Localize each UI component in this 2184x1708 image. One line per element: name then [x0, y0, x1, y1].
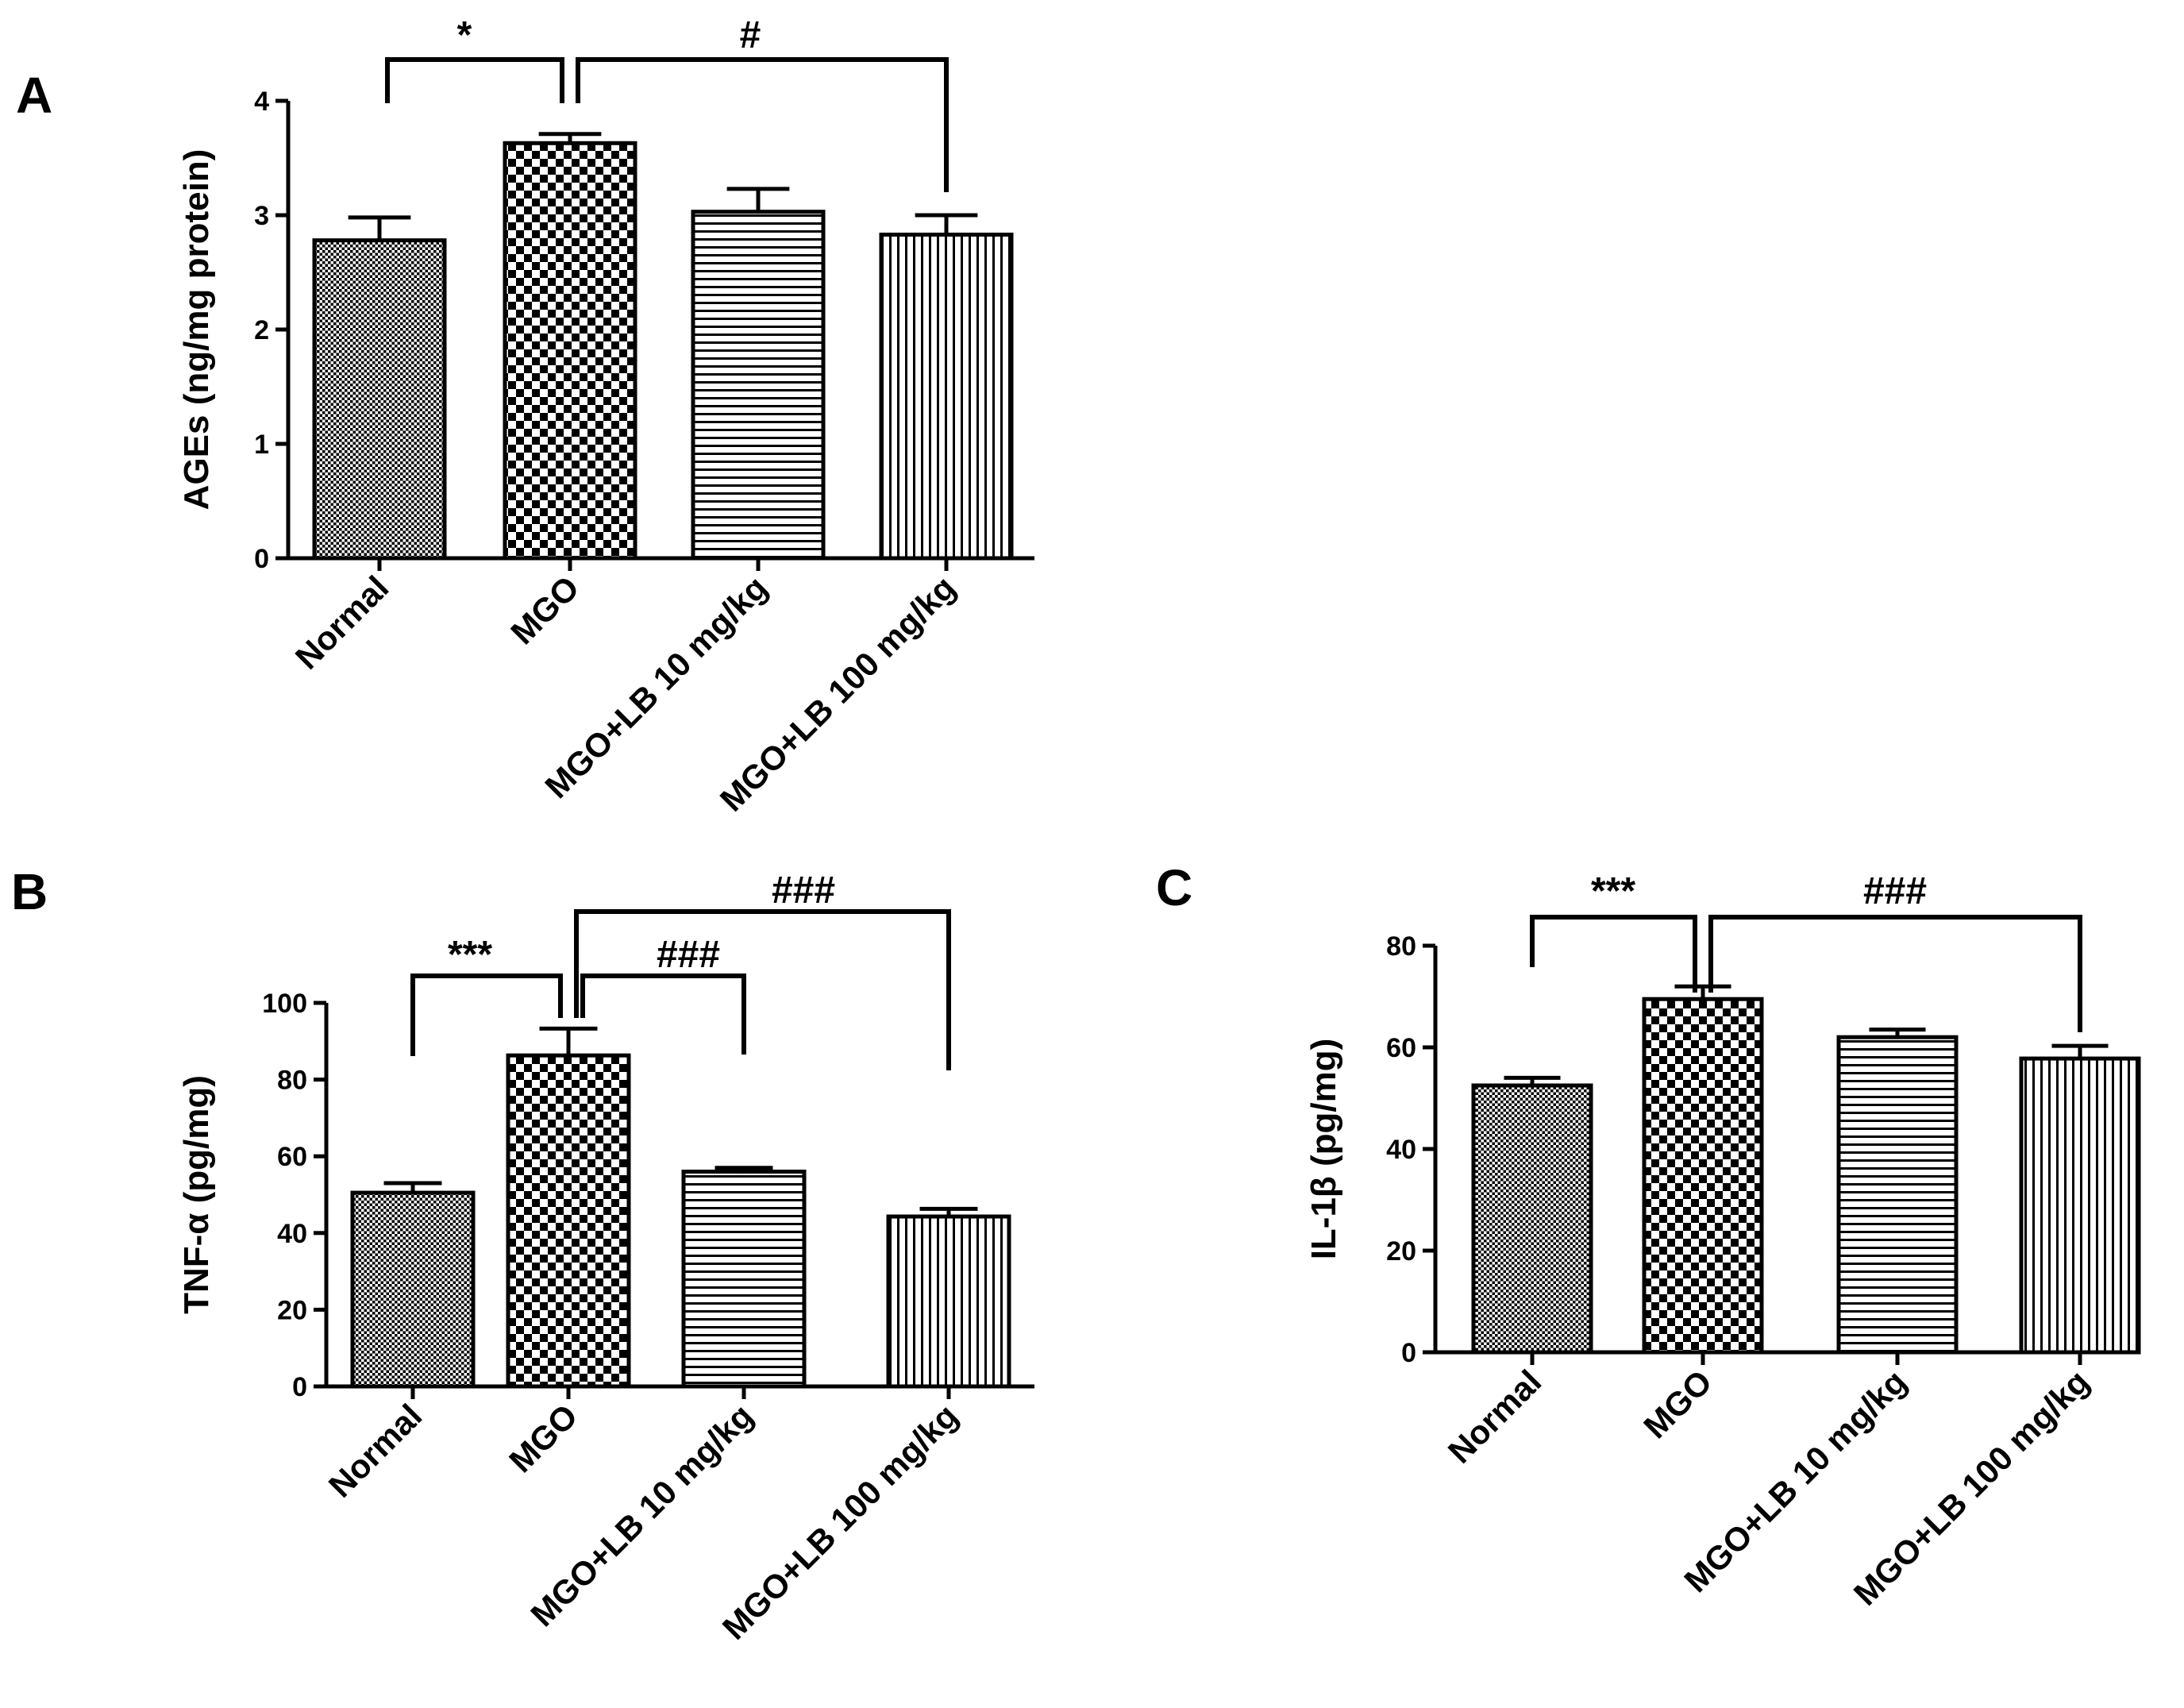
significance-bracket-1: ***: [410, 934, 563, 1056]
significance-bracket-3: ###: [574, 869, 951, 1070]
error-bar-mgo-lb-100-mg-kg: [919, 1206, 978, 1217]
bracket-line: [574, 909, 951, 1070]
bracket-line: [1530, 915, 1697, 993]
y-tick-label: 60: [277, 1142, 307, 1172]
x-tick-label-normal: Normal: [1441, 1363, 1549, 1471]
significance-label: ***: [448, 934, 492, 976]
bracket-line: [410, 974, 563, 1056]
panel-label: C: [1156, 859, 1192, 916]
error-bar-mgo: [538, 132, 602, 144]
y-tick-label: 100: [262, 989, 307, 1019]
error-bar-mgo-lb-100-mg-kg: [2051, 1043, 2109, 1059]
bar-normal: [350, 1190, 476, 1389]
y-tick-label: 0: [1401, 1338, 1416, 1368]
significance-bracket-2: ###: [580, 934, 746, 1054]
significance-label: *: [457, 14, 472, 56]
error-bar-normal: [383, 1181, 442, 1193]
bracket-line: [576, 57, 949, 192]
y-tick-label: 80: [1386, 931, 1416, 962]
y-axis-label: IL-1β (pg/mg): [1304, 1039, 1343, 1260]
bar-mgo: [1642, 997, 1764, 1355]
significance-bracket-1: *: [385, 14, 564, 103]
bar-mgo-lb-100-mg-kg: [2019, 1056, 2141, 1355]
bar-mgo: [503, 141, 637, 561]
error-bar-mgo-lb-10-mg-kg: [1869, 1027, 1926, 1038]
y-tick-label: 4: [254, 87, 269, 117]
significance-label: ###: [772, 869, 835, 912]
error-bar-mgo: [1674, 984, 1731, 1000]
bar-mgo: [506, 1053, 631, 1389]
y-tick-label: 0: [254, 544, 269, 574]
y-tick-label: 60: [1386, 1033, 1416, 1063]
x-tick-label-mgo-lb-100-mg-kg: MGO+LB 100 mg/kg: [715, 1397, 965, 1647]
bar-mgo-lb-100-mg-kg: [879, 232, 1014, 561]
x-tick-label-mgo: MGO: [1636, 1363, 1719, 1445]
significance-bracket-1: ***: [1530, 870, 1697, 993]
error-bar-normal: [348, 215, 411, 241]
significance-bracket-2: ###: [1708, 870, 2082, 1032]
bar-normal: [312, 238, 447, 561]
y-tick-label: 40: [277, 1219, 307, 1249]
significance-label: ***: [1591, 870, 1635, 912]
significance-label: ###: [657, 934, 720, 976]
bar-mgo-lb-10-mg-kg: [691, 210, 826, 561]
error-bar-normal: [1504, 1075, 1561, 1085]
y-tick-label: 80: [277, 1066, 307, 1096]
y-tick-label: 3: [254, 201, 269, 231]
bracket-line: [580, 974, 746, 1054]
bar-normal: [1471, 1083, 1593, 1355]
x-tick-label-normal: Normal: [288, 569, 396, 677]
x-tick-label-normal: Normal: [322, 1397, 429, 1505]
x-tick-label-mgo: MGO: [502, 1397, 584, 1479]
y-tick-label: 40: [1386, 1135, 1416, 1165]
error-bar-mgo-lb-10-mg-kg: [726, 187, 790, 212]
bracket-line: [385, 57, 564, 103]
significance-label: ###: [1863, 870, 1927, 912]
y-axis-label: TNF-α (pg/mg): [177, 1075, 216, 1314]
error-bar-mgo-lb-10-mg-kg: [715, 1166, 773, 1172]
y-tick-label: 2: [254, 315, 269, 345]
panel-label: A: [16, 67, 52, 124]
error-bar-mgo-lb-100-mg-kg: [915, 213, 978, 235]
bar-mgo-lb-10-mg-kg: [681, 1170, 807, 1389]
panel-label: B: [11, 863, 48, 920]
x-tick-label-mgo: MGO: [503, 569, 586, 651]
y-tick-label: 0: [292, 1372, 307, 1402]
y-tick-label: 20: [1386, 1236, 1416, 1267]
bar-mgo-lb-10-mg-kg: [1836, 1035, 1959, 1355]
y-axis-label: AGEs (ng/mg protein): [177, 149, 216, 511]
y-tick-label: 20: [277, 1295, 307, 1325]
significance-bracket-2: #: [576, 14, 949, 192]
bar-mgo-lb-100-mg-kg: [886, 1214, 1011, 1389]
error-bar-mgo: [539, 1026, 598, 1056]
y-tick-label: 1: [254, 430, 269, 460]
bracket-line: [1708, 915, 2082, 1032]
significance-label: #: [740, 14, 761, 56]
